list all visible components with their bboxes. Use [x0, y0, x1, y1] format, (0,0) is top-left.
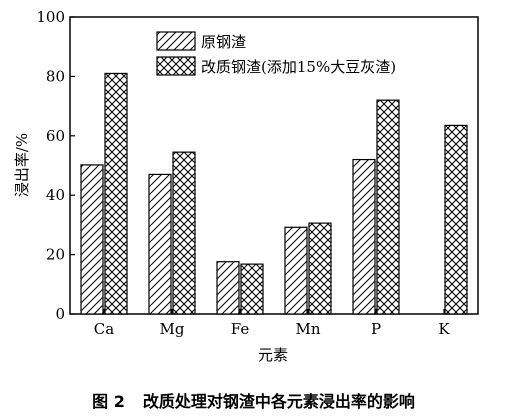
x-axis: Ca Mg Fe Mn P K [94, 309, 450, 338]
y-axis-title: 浸出率/% [13, 133, 31, 197]
x-tick-label-mn: Mn [295, 320, 320, 338]
legend-swatch-series-1 [156, 31, 196, 51]
x-tick-label-p: P [371, 320, 381, 338]
legend-label-series-1: 原钢渣 [201, 33, 246, 51]
caption-text: 改质处理对钢渣中各元素浸出率的影响 [142, 392, 415, 411]
legend-swatch-series-2 [156, 56, 196, 76]
y-tick-label: 20 [46, 246, 65, 264]
plot-border [69, 16, 479, 315]
y-tick-label: 60 [46, 127, 65, 145]
bar-mn-series-1 [284, 226, 308, 315]
bar-k-series-2 [444, 124, 468, 315]
bar-ca-series-1 [80, 164, 104, 315]
y-tick-label: 100 [36, 8, 65, 26]
x-tick-label-k: K [438, 320, 450, 338]
bar-p-series-2 [376, 99, 400, 315]
y-axis: 0 20 40 60 80 100 [36, 8, 75, 323]
bar-fe-series-2 [240, 263, 264, 315]
x-tick-label-mg: Mg [160, 320, 185, 338]
bars [80, 72, 468, 315]
y-tick-label: 0 [55, 305, 65, 323]
y-tick-label: 80 [46, 67, 65, 85]
figure-number: 图 2 [92, 392, 125, 411]
x-tick-label-fe: Fe [231, 320, 250, 338]
bar-ca-series-2 [104, 72, 128, 315]
bar-p-series-1 [352, 158, 376, 315]
bar-mg-series-2 [172, 151, 196, 315]
y-tick-label: 40 [46, 186, 65, 204]
plot-frame [69, 16, 479, 315]
bar-fe-series-1 [216, 261, 240, 315]
x-axis-title: 元素 [258, 346, 288, 364]
bar-mg-series-1 [148, 173, 172, 315]
bar-chart: 0 20 40 60 80 100 Ca Mg Fe Mn P K 浸出率/% 元素 原钢渣改质钢渣… [13, 8, 479, 364]
figure-caption: 图 2 改质处理对钢渣中各元素浸出率的影响 [0, 388, 507, 416]
bar-mn-series-2 [308, 222, 332, 315]
x-tick-label-ca: Ca [94, 320, 114, 338]
legend-label-series-2: 改质钢渣(添加15%大豆灰渣) [201, 58, 396, 76]
